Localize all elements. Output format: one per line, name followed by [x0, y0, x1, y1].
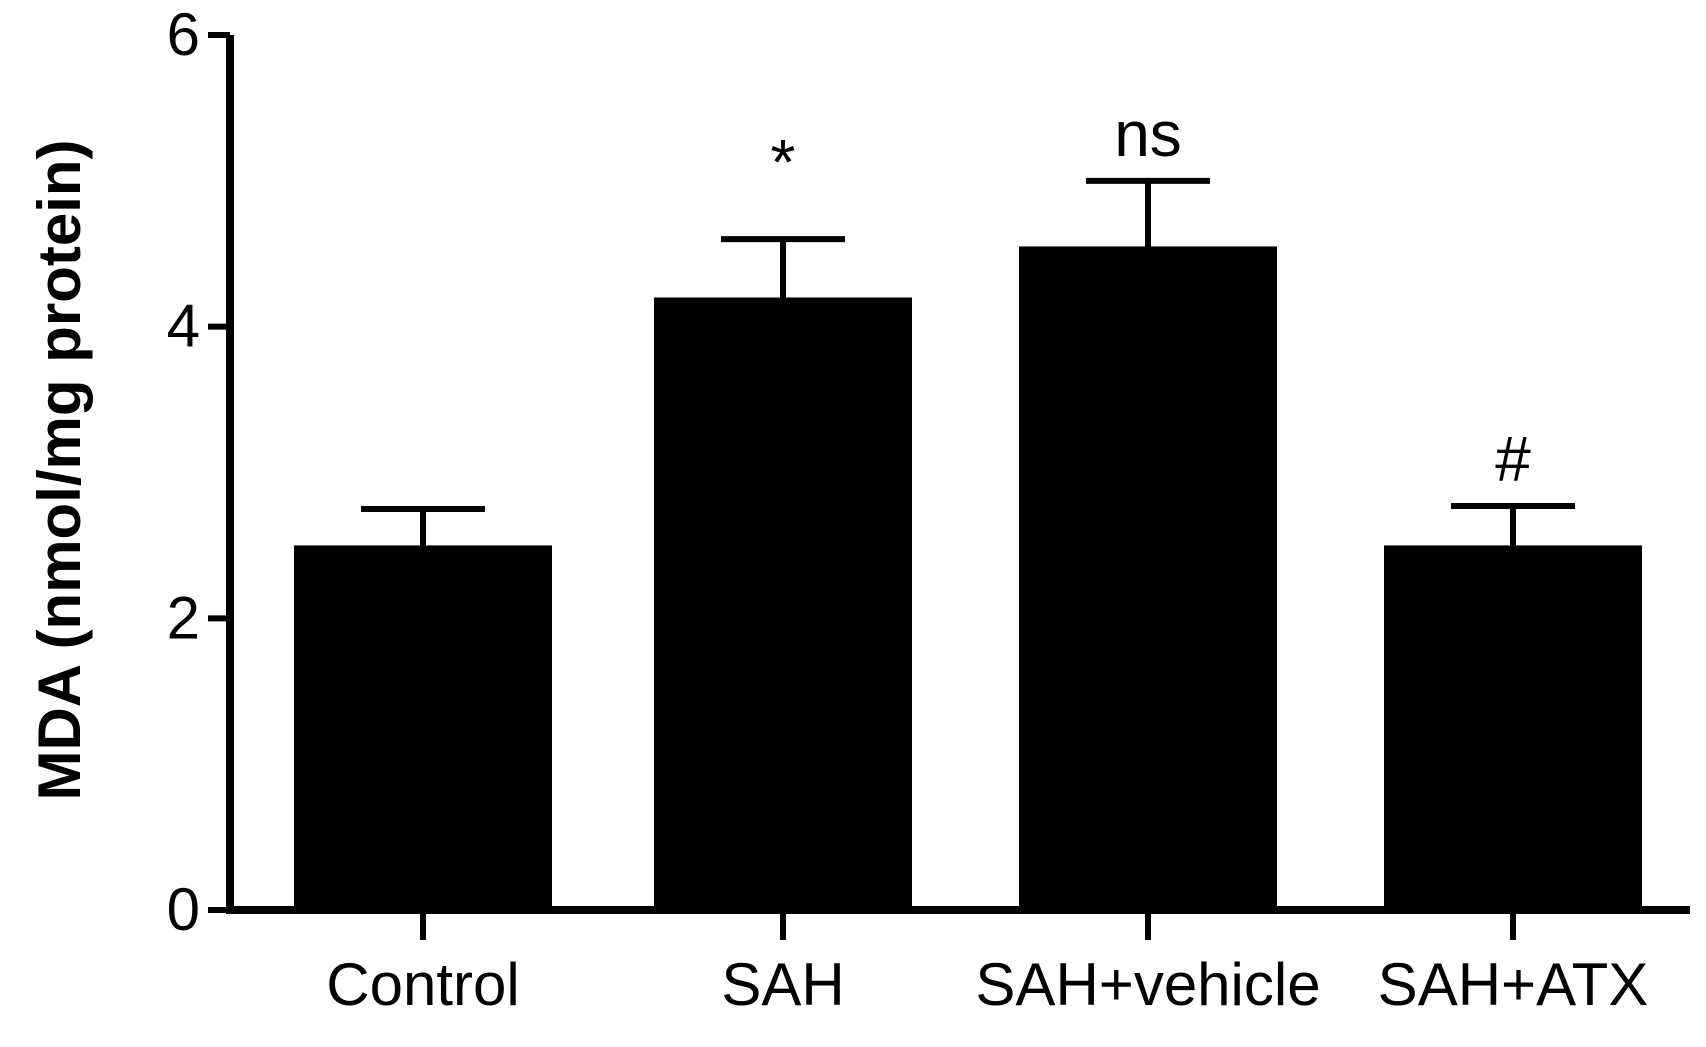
bar	[654, 297, 912, 910]
x-tick-label: Control	[326, 951, 519, 1018]
x-tick-label: SAH+vehicle	[975, 951, 1320, 1018]
x-tick-label: SAH	[721, 951, 844, 1018]
annotations: * ns #	[771, 98, 1532, 495]
bar	[1019, 246, 1277, 911]
x-tick-label: SAH+ATX	[1378, 951, 1649, 1018]
y-axis-title: MDA (nmol/mg protein)	[26, 139, 93, 800]
bars	[294, 246, 1642, 911]
y-tick-label: 4	[167, 293, 200, 360]
significance-marker: *	[771, 126, 796, 198]
labels: 0 2 4 6 Control SAH SAH+vehicle SAH+ATX	[167, 1, 1649, 1018]
significance-marker: ns	[1114, 98, 1182, 170]
bar	[294, 545, 552, 910]
y-tick-label: 6	[167, 1, 200, 68]
error-bars	[361, 177, 1575, 546]
bar	[1384, 545, 1642, 910]
y-tick-label: 0	[167, 876, 200, 943]
significance-marker: #	[1495, 423, 1531, 495]
y-tick-label: 2	[167, 584, 200, 651]
